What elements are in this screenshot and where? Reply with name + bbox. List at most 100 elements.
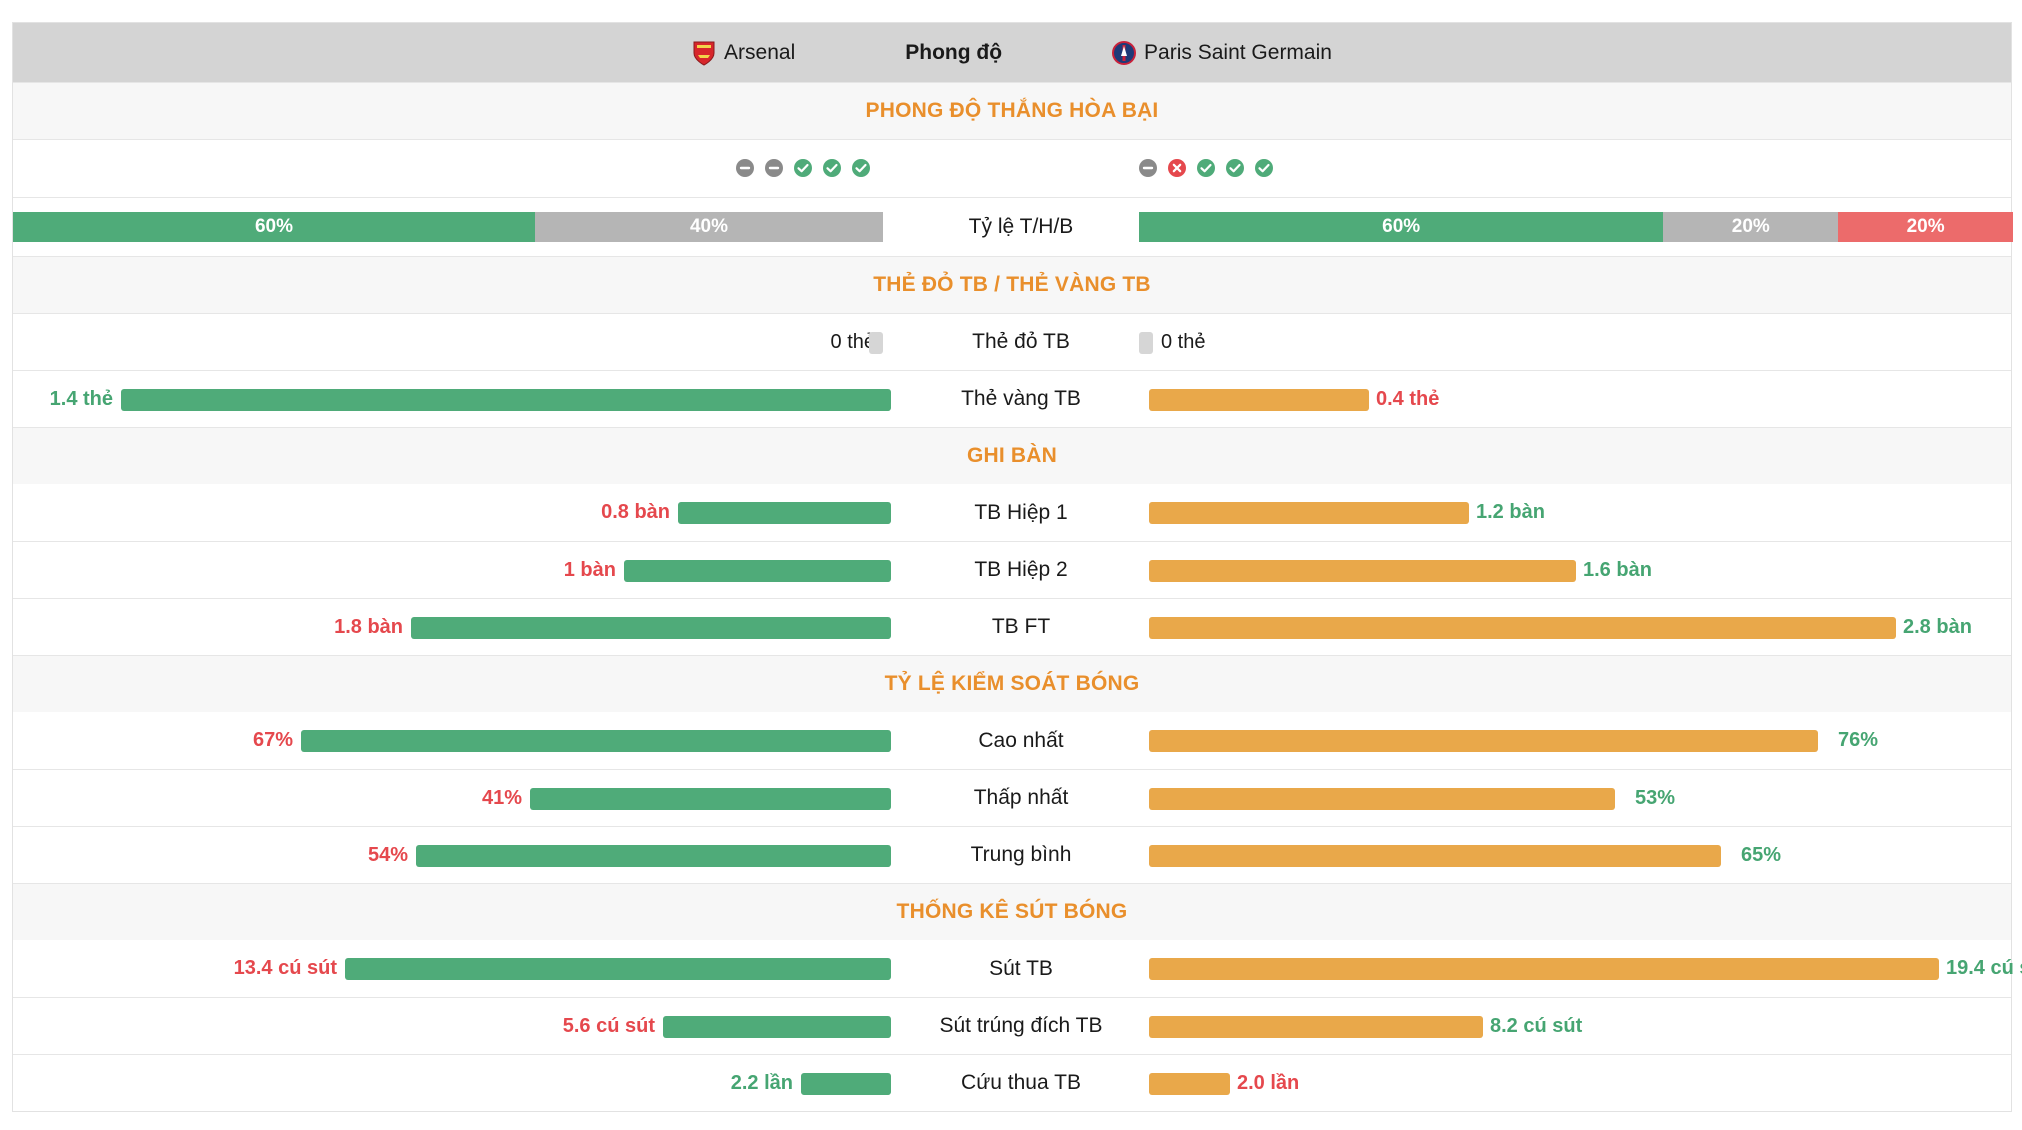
away-stat-bar [1149,1016,1483,1038]
win-check-icon [822,158,842,178]
away-stat-value: 53% [1635,786,1676,809]
away-stat-value: 76% [1838,729,1879,751]
home-stat-value: 54% [367,843,408,866]
win-check-icon [851,158,871,178]
home-stat-bar [301,730,891,752]
away-stat-bar [1149,845,1721,867]
red-card-row: 0 thẻ Thẻ đỏ TB 0 thẻ [13,313,2011,370]
stat-label: TB Hiệp 1 [974,500,1068,524]
home-stat-value: 5.6 cú sút [562,1014,655,1037]
shots-stat-row: 5.6 cú sút Sút trúng đích TB 8.2 cú sút [13,997,2011,1054]
away-stat-bar [1149,958,1939,980]
possession-stat-row: 54% Trung bình 65% [13,826,2011,883]
home-stat-value: 0.8 bàn [601,501,670,523]
red-card-label: Thẻ đỏ TB [972,330,1070,353]
away-ratio-bar: 60% 20% 20% [1139,212,2013,242]
section-title-shots: THỐNG KÊ SÚT BÓNG [13,883,2011,940]
stat-label: Thấp nhất [973,786,1069,809]
home-stat-value: 1.8 bàn [334,615,403,638]
shots-stat-row: 13.4 cú sút Sút TB 19.4 cú sút [13,940,2022,997]
form-icons-row [13,139,2011,197]
home-yellow-card-value: 1.4 thẻ [49,387,113,410]
goals-stat-row: 0.8 bàn TB Hiệp 1 1.2 bàn [13,484,2011,541]
home-stat-value: 13.4 cú sút [233,957,337,979]
home-stat-bar [411,617,891,639]
home-stat-bar [624,560,891,582]
away-team-name: Paris Saint Germain [1144,40,1332,64]
possession-stat-row: 41% Thấp nhất 53% [13,769,2011,826]
stat-label: TB FT [991,615,1051,638]
home-red-card-bar [869,332,883,354]
home-red-card-value: 0 thẻ [830,330,875,353]
away-stat-value: 1.2 bàn [1476,501,1545,523]
away-form-icons [1138,158,1274,178]
stat-label: Cao nhất [978,728,1064,752]
possession-stat-row: 67% Cao nhất 76% [13,712,2011,769]
away-team[interactable]: Paris Saint Germain [1112,40,1332,66]
section-title-possession: TỶ LỆ KIỂM SOÁT BÓNG [13,655,2011,712]
ratio-segment-draw: 20% [1663,212,1839,242]
away-stat-bar [1149,1073,1230,1095]
section-title-cards: THẺ ĐỎ TB / THẺ VÀNG TB [13,256,2011,313]
home-form-icons [735,158,871,178]
home-stat-bar [345,958,891,980]
away-stat-value: 8.2 cú sút [1490,1014,1583,1037]
psg-crest-icon [1112,40,1137,66]
stat-label: Sút trúng đích TB [939,1014,1103,1037]
away-stat-value: 65% [1741,843,1782,866]
win-check-icon [793,158,813,178]
home-stat-value: 2.2 lần [730,1071,793,1094]
loss-cross-icon [1167,158,1187,178]
home-stat-value: 1 bàn [563,558,616,581]
away-stat-value: 2.8 bàn [1903,615,1972,638]
home-stat-bar [663,1016,891,1038]
ratio-label: Tỷ lệ T/H/B [968,215,1074,238]
home-stat-bar [678,502,891,524]
home-team[interactable]: Arsenal [692,40,795,66]
away-yellow-card-value: 0.4 thẻ [1376,387,1440,410]
team-comparison-panel: Arsenal Phong độ Paris Saint Germain PHO… [12,22,2022,1112]
ratio-segment-draw: 40% [535,212,883,242]
draw-minus-icon [764,158,784,178]
home-stat-bar [530,788,891,810]
ratio-row: 60% 40% Tỷ lệ T/H/B 60% 20% 20% [13,197,2013,256]
away-stat-bar [1149,502,1469,524]
draw-minus-icon [735,158,755,178]
draw-minus-icon [1138,158,1158,178]
home-stat-bar [801,1073,891,1095]
win-check-icon [1225,158,1245,178]
arsenal-crest-icon [692,40,716,66]
home-team-name: Arsenal [724,40,796,64]
comparison-header: Arsenal Phong độ Paris Saint Germain [13,23,2011,82]
goals-stat-row: 1 bàn TB Hiệp 2 1.6 bàn [13,541,2011,598]
away-stat-bar [1149,788,1615,810]
stat-label: TB Hiệp 2 [974,558,1068,581]
home-stat-value: 41% [481,786,522,809]
win-check-icon [1254,158,1274,178]
away-stat-value: 19.4 cú sút [1946,957,2022,979]
ratio-segment-loss: 20% [1838,212,2013,242]
goals-stat-row: 1.8 bàn TB FT 2.8 bàn [13,598,2011,655]
header-center-title: Phong độ [905,40,1003,64]
away-yellow-card-bar [1149,389,1369,411]
yellow-card-row: 1.4 thẻ Thẻ vàng TB 0.4 thẻ [13,370,2011,427]
home-yellow-card-bar [121,389,891,411]
ratio-segment-win: 60% [1139,212,1664,242]
home-stat-bar [416,845,891,867]
away-red-card-bar [1139,332,1153,354]
stat-label: Trung bình [970,843,1072,866]
home-ratio-bar: 60% 40% [13,212,883,242]
home-stat-value: 67% [252,729,293,751]
stat-label: Cứu thua TB [961,1071,1081,1094]
section-title-form: PHONG ĐỘ THẮNG HÒA BẠI [13,82,2011,139]
away-stat-bar [1149,560,1576,582]
away-red-card-value: 0 thẻ [1161,330,1206,353]
yellow-card-label: Thẻ vàng TB [961,387,1081,410]
away-stat-value: 1.6 bàn [1583,558,1652,581]
stat-label: Sút TB [989,956,1053,980]
shots-stat-row: 2.2 lần Cứu thua TB 2.0 lần [13,1054,2011,1111]
section-title-goals: GHI BÀN [13,427,2011,484]
win-check-icon [1196,158,1216,178]
ratio-segment-win: 60% [13,212,535,242]
away-stat-value: 2.0 lần [1237,1071,1300,1094]
